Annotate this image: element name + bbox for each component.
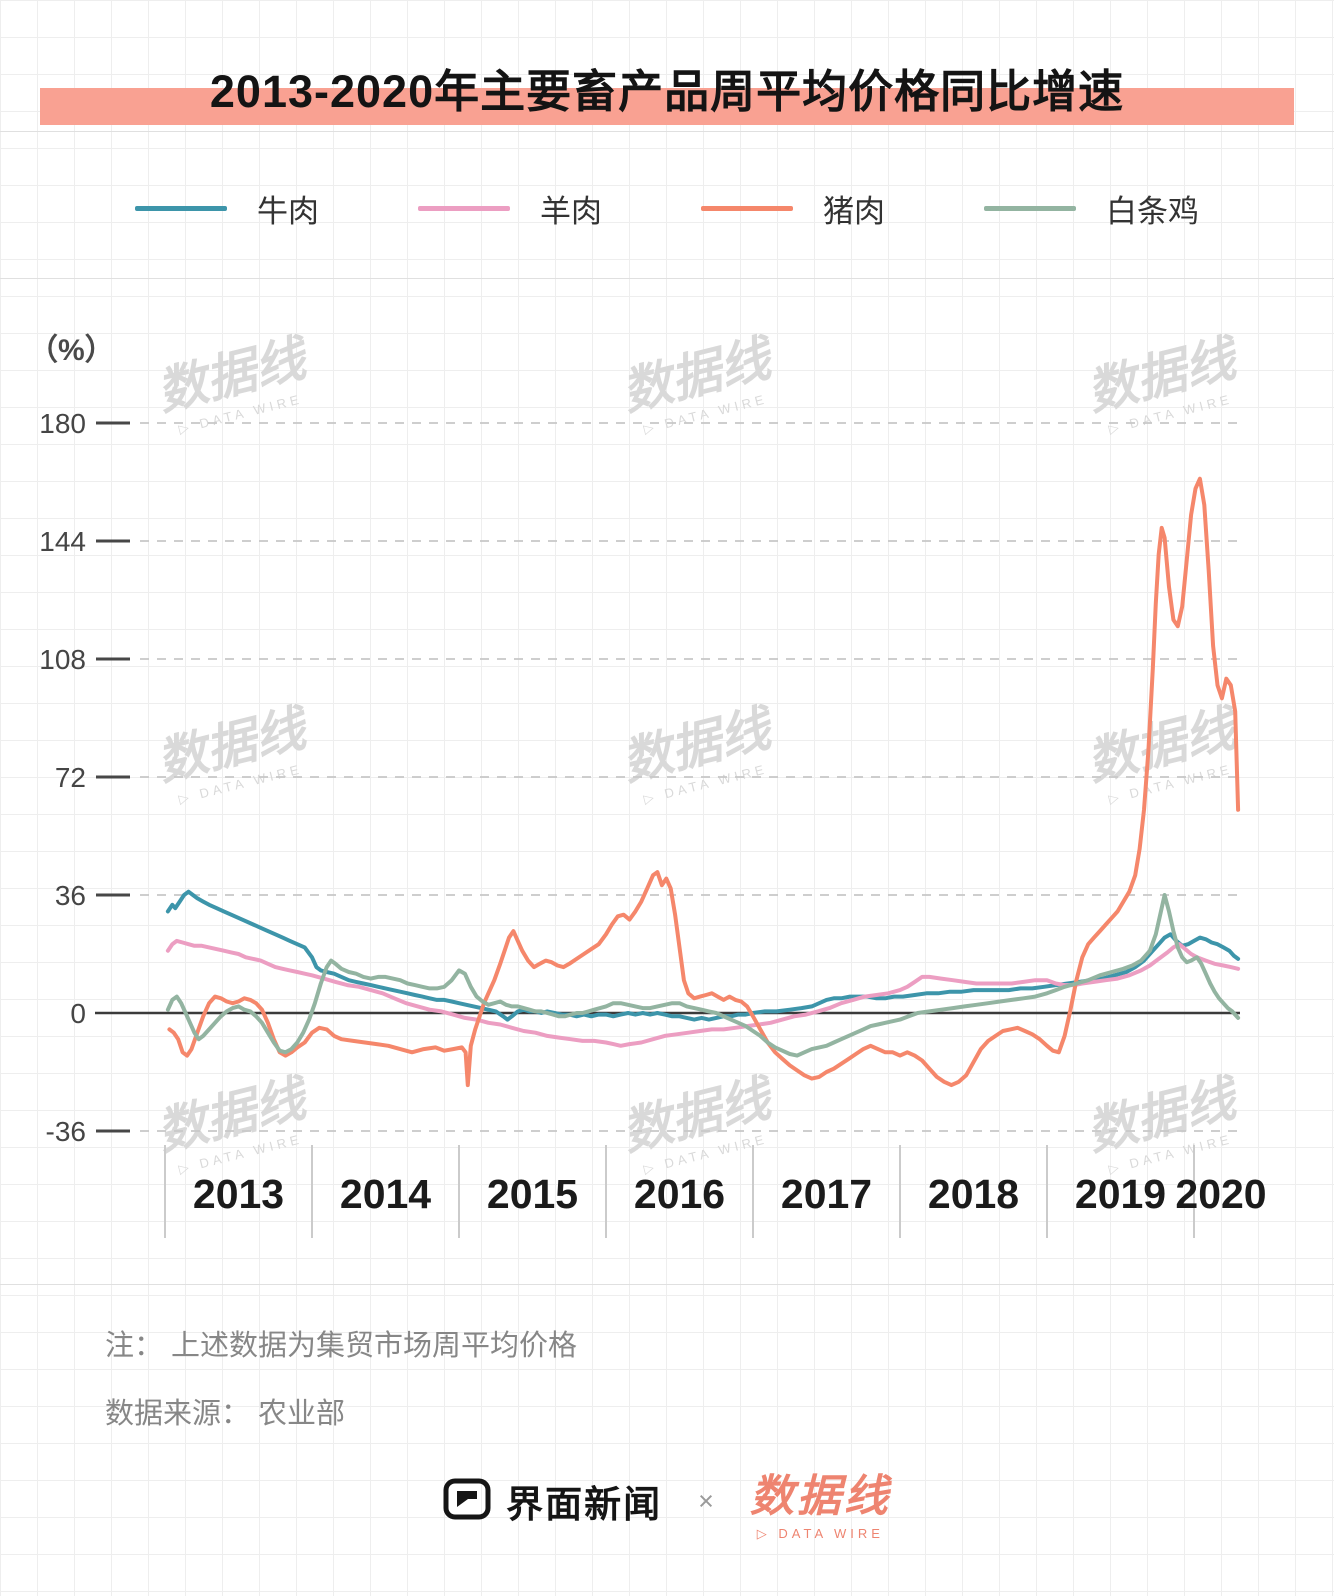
y-tick-label: 180 xyxy=(39,408,86,439)
pork-line-swatch xyxy=(701,205,793,211)
datawire-watermark: 数据线▷ DATA WIRE xyxy=(616,699,780,807)
jiemian-logo-text: 界面新闻 xyxy=(506,1484,663,1525)
legend-label-pork: 猪肉 xyxy=(823,193,885,229)
x-year-label: 2013 xyxy=(193,1171,284,1217)
x-year-label: 2019 xyxy=(1075,1171,1166,1217)
legend-item-beef: 牛肉 xyxy=(135,186,319,231)
legend-item-mutton: 羊肉 xyxy=(418,186,602,231)
x-year-label: 2018 xyxy=(928,1171,1019,1217)
collab-x: × xyxy=(698,1485,714,1516)
legend-item-chicken: 白条鸡 xyxy=(984,186,1199,231)
page-title: 2013-2020年主要畜产品周平均价格同比增速 xyxy=(209,66,1125,117)
chicken-line-swatch xyxy=(984,205,1076,211)
datawire-logo: 数据线 ▷ DATA WIRE xyxy=(750,1460,891,1542)
x-year-label: 2020 xyxy=(1175,1171,1266,1217)
y-tick-label: 0 xyxy=(70,998,86,1029)
x-year-label: 2014 xyxy=(340,1171,431,1217)
legend-label-beef: 牛肉 xyxy=(257,193,319,229)
legend-item-pork: 猪肉 xyxy=(701,186,885,231)
note-method: 注： 上述数据为集贸市场周平均价格 xyxy=(105,1330,578,1362)
series-line-beef xyxy=(165,889,1241,1022)
header: 2013-2020年主要畜产品周平均价格同比增速 xyxy=(0,55,1334,137)
divider-under-legend xyxy=(0,278,1334,279)
datawire-watermark: 数据线▷ DATA WIRE xyxy=(151,699,315,807)
divider-under-title xyxy=(0,131,1334,132)
jiemian-icon xyxy=(443,1478,491,1525)
series-line-pork xyxy=(167,476,1241,1088)
y-tick-label: -36 xyxy=(46,1116,86,1147)
mutton-line-swatch xyxy=(418,205,510,211)
divider-above-notes xyxy=(0,1284,1334,1285)
y-tick-label: 144 xyxy=(39,526,86,557)
legend-label-chicken: 白条鸡 xyxy=(1106,193,1199,229)
footnotes: 注： 上述数据为集贸市场周平均价格 数据来源： 农业部 xyxy=(105,1322,577,1458)
chart-area: 数据线 ▷ DATA WIRE 数据线 ▷ DATA WIRE 数据线 ▷ DATA WI… xyxy=(0,300,1334,1280)
y-tick-label: 36 xyxy=(55,880,86,911)
y-tick-label: 108 xyxy=(39,644,86,675)
datawire-watermark: 数据线▷ DATA WIRE xyxy=(151,1069,315,1177)
datawire-logo-text: 数据线 xyxy=(749,1472,891,1521)
footer-brands: 界面新闻 × 数据线 ▷ DATA WIRE xyxy=(0,1460,1334,1542)
legend-label-mutton: 羊肉 xyxy=(540,193,602,229)
legend: 牛肉 羊肉 猪肉 白条鸡 xyxy=(0,186,1334,230)
jiemian-logo: 界面新闻 xyxy=(443,1474,662,1528)
y-axis-unit-label: （%） xyxy=(28,333,115,367)
x-year-label: 2017 xyxy=(781,1171,872,1217)
note-source: 数据来源： 农业部 xyxy=(105,1398,346,1430)
x-year-label: 2016 xyxy=(634,1171,725,1217)
datawire-watermark: 数据线▷ DATA WIRE xyxy=(616,1069,780,1177)
title-highlight-bar xyxy=(40,88,1294,125)
series-line-chicken xyxy=(165,893,1241,1058)
price-growth-line-chart: 数据线▷ DATA WIRE 数据线▷ DATA WIRE 数据线▷ DATA WI… xyxy=(28,329,1267,1238)
y-tick-label: 72 xyxy=(55,762,86,793)
datawire-logo-subtext: ▷ DATA WIRE xyxy=(756,1526,884,1541)
x-year-label: 2015 xyxy=(487,1171,578,1217)
datawire-watermark: 数据线▷ DATA WIRE xyxy=(1081,699,1245,807)
datawire-watermark: 数据线▷ DATA WIRE xyxy=(1081,1069,1245,1177)
beef-line-swatch xyxy=(135,205,227,211)
